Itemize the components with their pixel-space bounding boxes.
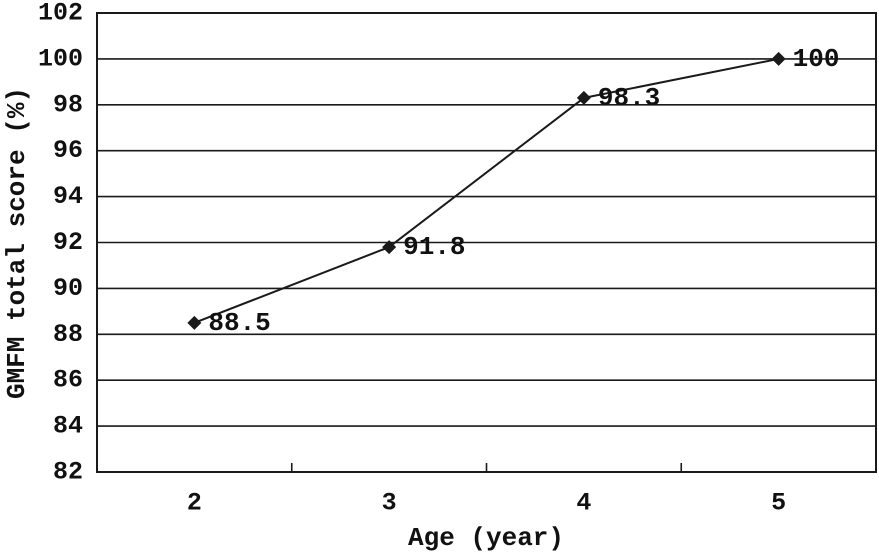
data-point-label: 100 bbox=[793, 44, 840, 74]
y-tick-label: 86 bbox=[53, 366, 83, 395]
series-line bbox=[194, 57, 779, 324]
data-point-label: 91.8 bbox=[403, 232, 465, 262]
diamond-marker bbox=[771, 51, 786, 66]
diamond-marker bbox=[576, 90, 591, 105]
x-tick-label: 5 bbox=[771, 489, 786, 518]
x-tick-label: 2 bbox=[187, 489, 202, 518]
diamond-marker bbox=[187, 315, 202, 330]
y-tick-label: 92 bbox=[53, 228, 83, 257]
y-tick-label: 100 bbox=[38, 44, 83, 73]
y-tick-label: 88 bbox=[53, 320, 83, 349]
x-axis-title: Age (year) bbox=[407, 523, 565, 553]
x-tick-label: 4 bbox=[576, 489, 591, 518]
y-tick-label: 96 bbox=[53, 136, 83, 165]
y-tick-label: 98 bbox=[53, 90, 83, 119]
diamond-marker bbox=[382, 240, 397, 255]
data-point-label: 98.3 bbox=[598, 83, 660, 113]
y-tick-label: 94 bbox=[53, 182, 83, 211]
y-axis-title: GMFM total score (%) bbox=[2, 86, 32, 400]
x-tick-label: 3 bbox=[382, 489, 397, 518]
y-tick-label: 102 bbox=[38, 0, 83, 28]
y-tick-label: 84 bbox=[53, 412, 83, 441]
y-tick-label: 90 bbox=[53, 274, 83, 303]
data-point-label: 88.5 bbox=[208, 308, 270, 338]
y-tick-label: 82 bbox=[53, 458, 83, 487]
